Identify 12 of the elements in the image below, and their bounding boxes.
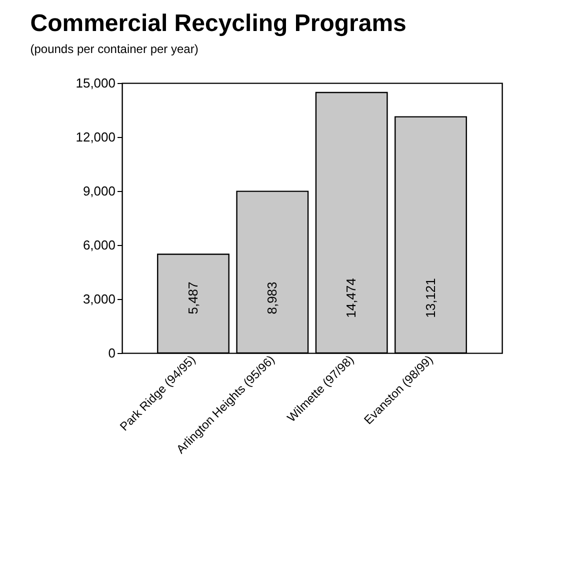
chart-subtitle: (pounds per container per year) [30,42,198,56]
data-label: 14,474 [344,278,359,318]
y-tick-label: 3,000 [82,292,116,306]
y-tick-label: 12,000 [76,130,116,144]
chart-title: Commercial Recycling Programs [30,10,406,37]
y-tick-label: 15,000 [76,76,116,90]
data-label: 13,121 [422,278,438,318]
y-tick-label: 9,000 [82,184,116,198]
data-label: 5,487 [185,282,200,314]
data-label: 8,983 [264,282,280,314]
y-tick-label: 6,000 [82,238,116,252]
y-tick-label: 0 [108,346,116,360]
